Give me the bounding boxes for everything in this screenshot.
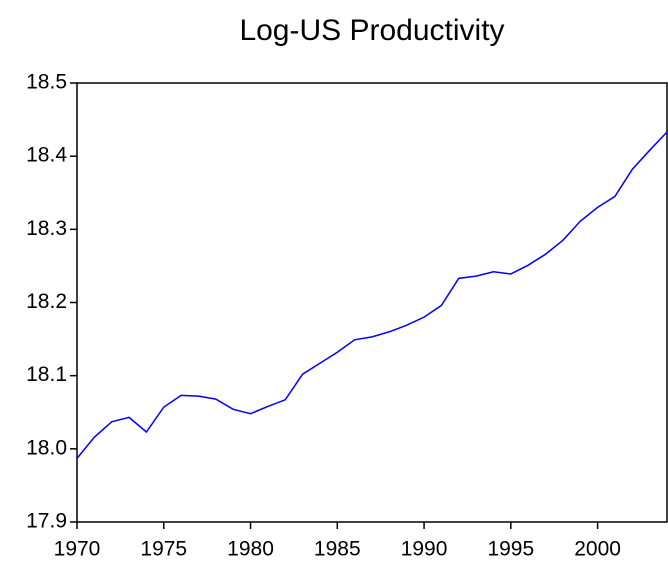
x-tick-label: 1990 — [401, 538, 448, 561]
y-tick-label: 18.3 — [26, 217, 67, 240]
x-tick-label: 1985 — [314, 538, 361, 561]
x-tick-label: 1970 — [54, 538, 101, 561]
y-tick-label: 17.9 — [26, 510, 67, 533]
y-tick-label: 18.1 — [26, 363, 67, 386]
chart-title: Log-US Productivity — [239, 14, 504, 47]
x-tick-label: 1980 — [227, 538, 274, 561]
y-tick-label: 18.2 — [26, 290, 67, 313]
plot-frame — [76, 82, 668, 523]
x-tick-label: 1975 — [140, 538, 187, 561]
series-line — [76, 131, 668, 459]
y-tick-label: 18.0 — [26, 436, 67, 459]
y-tick-label: 18.5 — [26, 71, 67, 94]
x-tick-label: 1995 — [487, 538, 534, 561]
y-tick-label: 18.4 — [26, 144, 67, 167]
x-tick-label: 2000 — [574, 538, 621, 561]
